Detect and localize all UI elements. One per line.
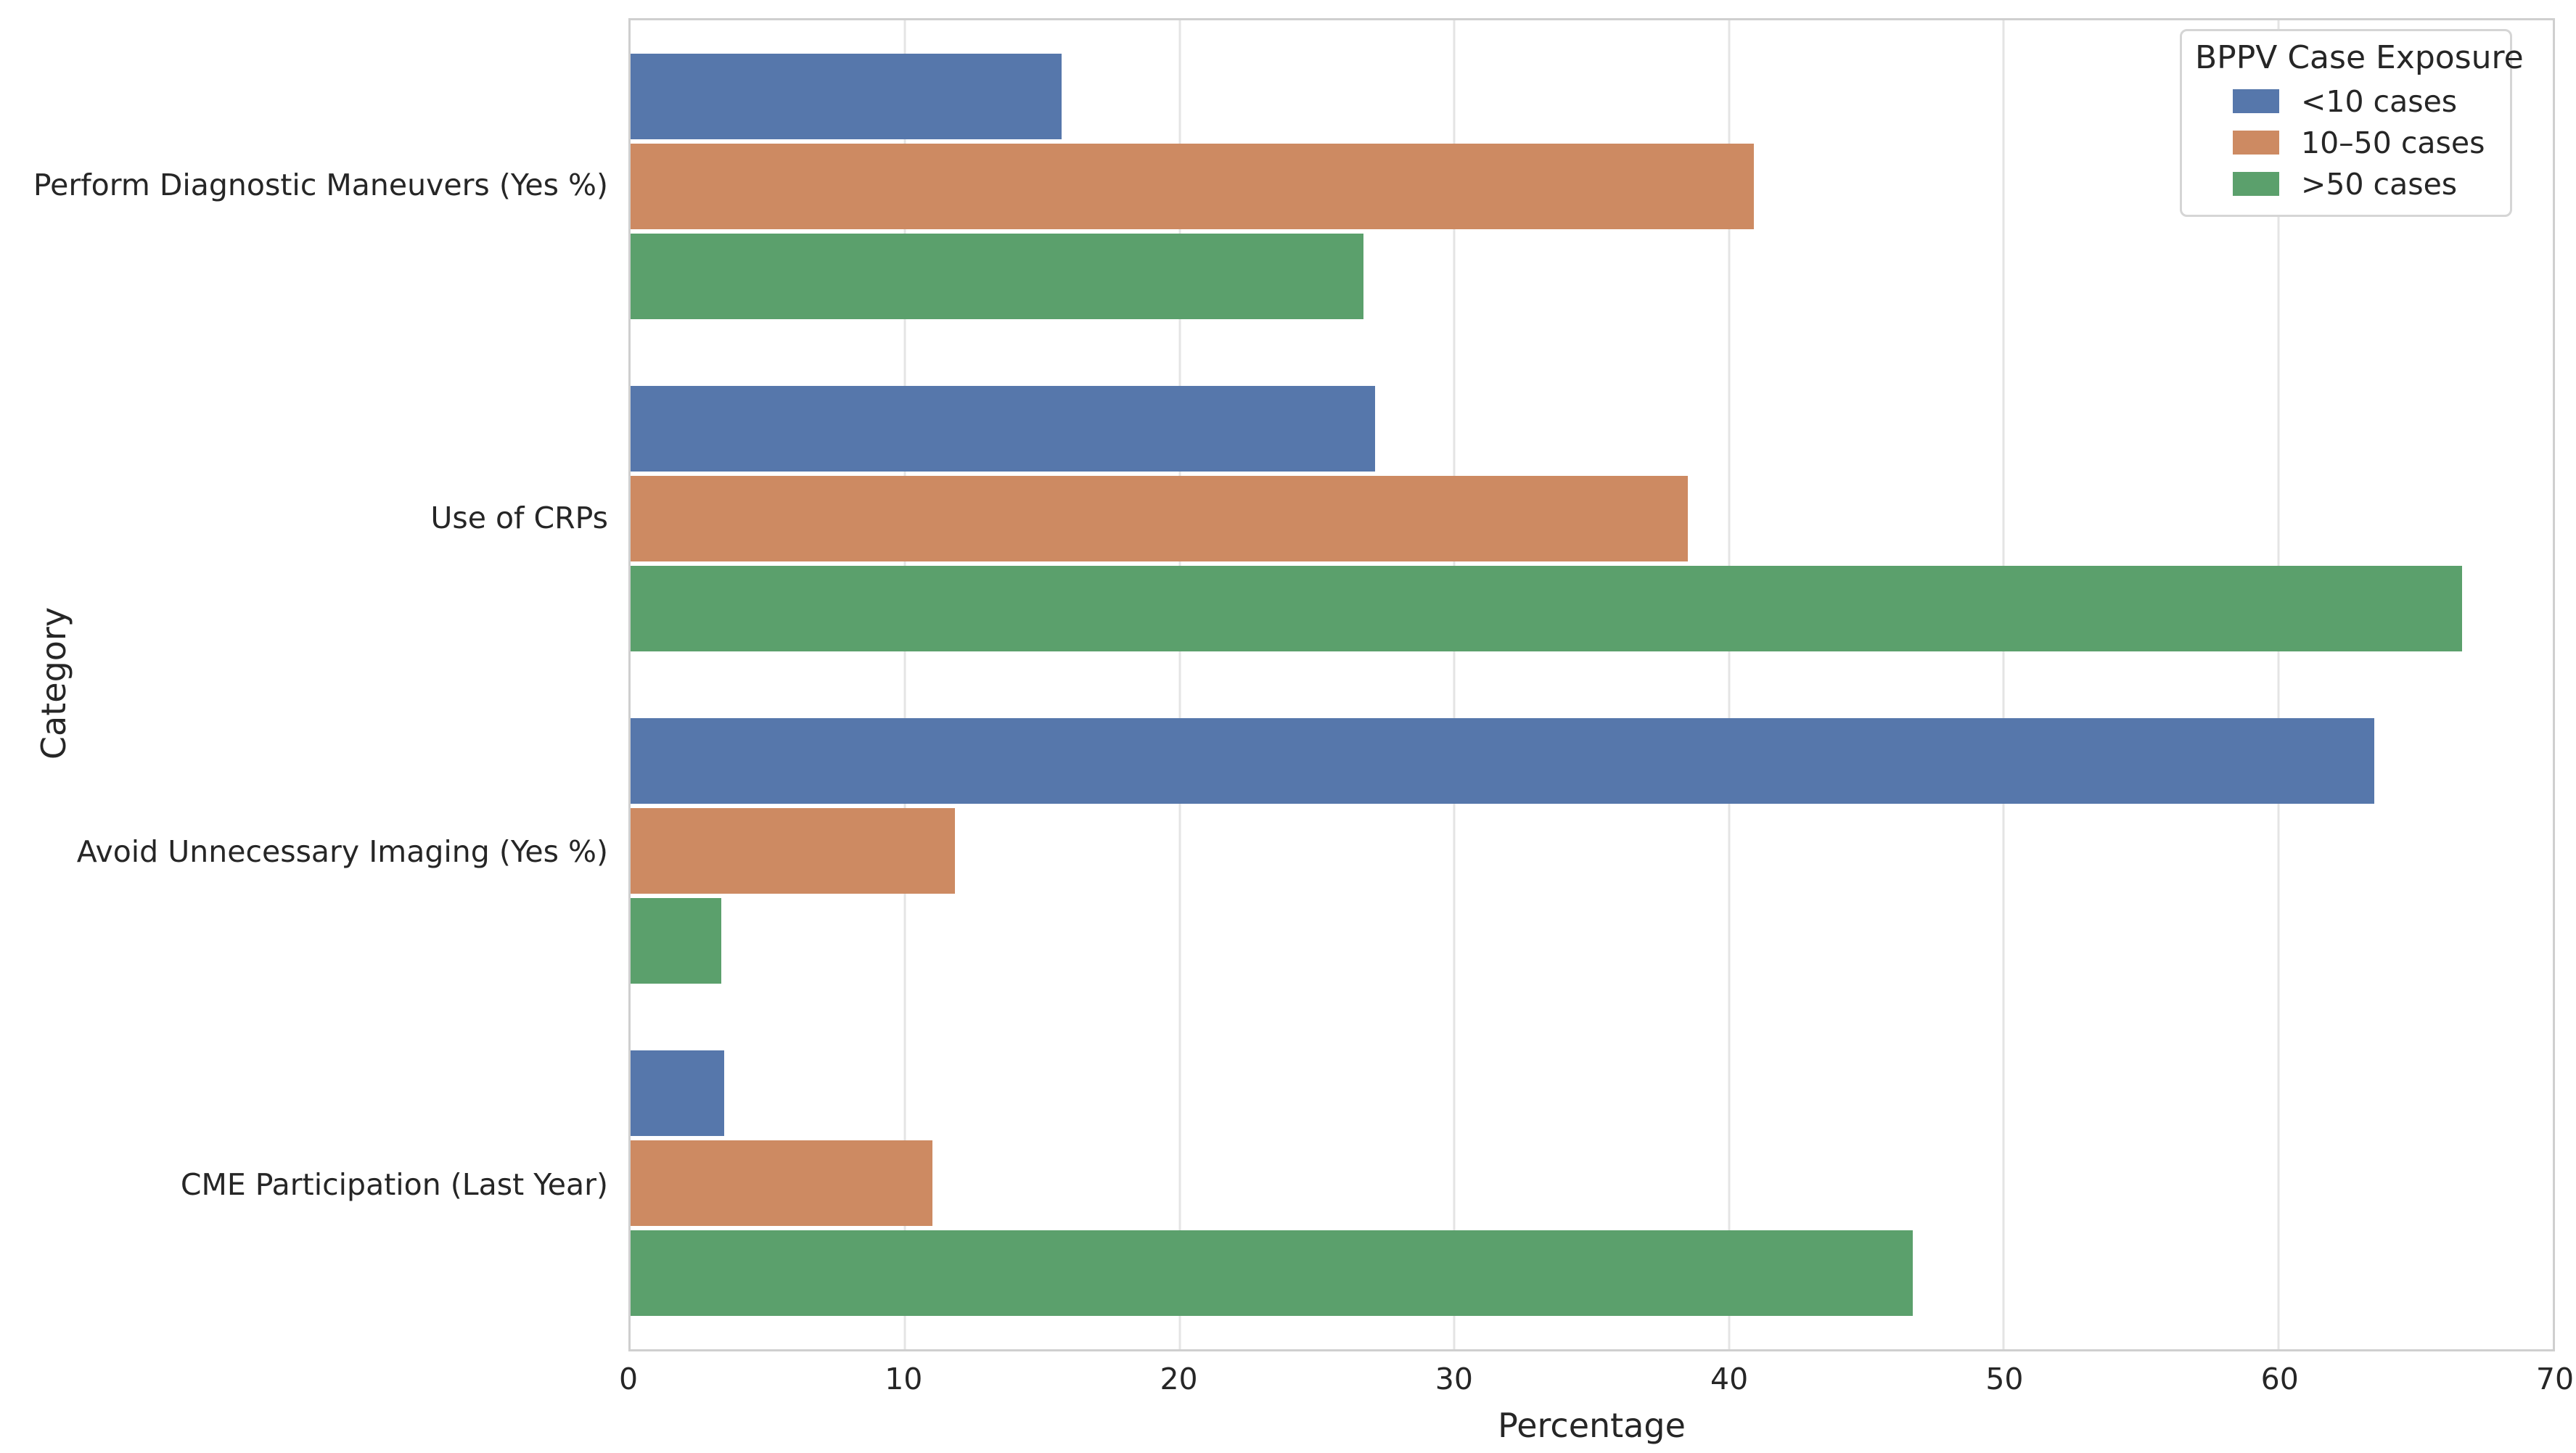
plot-area [628, 18, 2555, 1351]
legend-entry: >50 cases [2195, 163, 2497, 205]
bar [631, 808, 955, 894]
gridline [1178, 20, 1181, 1349]
x-tick-label: 20 [1160, 1362, 1198, 1396]
gridline [2277, 20, 2280, 1349]
xtick-row: 0 10 20 30 40 50 60 70 [619, 1356, 2574, 1414]
x-tick-label: 70 [2535, 1362, 2575, 1396]
gridlines-layer [631, 20, 2553, 1349]
bar [631, 718, 2375, 804]
bar [631, 1230, 1913, 1316]
legend-label: <10 cases [2301, 83, 2458, 119]
bar [631, 476, 1688, 561]
x-tick-label: 30 [1435, 1362, 1473, 1396]
legend-label: >50 cases [2301, 166, 2458, 202]
x-tick-label: 0 [618, 1362, 639, 1396]
bar [631, 234, 1364, 319]
bar [631, 144, 1754, 229]
bar [631, 54, 1062, 139]
x-tick-label: 40 [1710, 1362, 1749, 1396]
legend-entry: 10–50 cases [2195, 122, 2497, 163]
bar [631, 898, 721, 984]
gridline [1453, 20, 1456, 1349]
ytick-labels: Perform Diagnostic Maneuvers (Yes %) Use … [0, 18, 608, 1351]
legend-title: BPPV Case Exposure [2195, 39, 2524, 76]
legend-swatch [2233, 131, 2279, 155]
gridline [1728, 20, 1731, 1349]
legend: BPPV Case Exposure <10 cases 10–50 cases >… [2180, 29, 2524, 217]
gridline [2002, 20, 2005, 1349]
y-tick-label: Use of CRPs [430, 501, 608, 536]
y-tick-label: CME Participation (Last Year) [180, 1167, 608, 1203]
bar-group [631, 685, 2553, 1017]
x-axis-title: Percentage [1498, 1406, 1686, 1445]
bar-group [631, 353, 2553, 685]
legend-label: 10–50 cases [2301, 125, 2485, 160]
bar [631, 386, 1375, 472]
bar [631, 1140, 933, 1226]
bar [631, 1050, 724, 1136]
x-tick-label: 60 [2260, 1362, 2299, 1396]
bar-group [631, 1017, 2553, 1349]
legend-entry: <10 cases [2195, 81, 2497, 122]
legend-swatch [2233, 172, 2279, 196]
x-tick-label: 50 [1985, 1362, 2024, 1396]
y-tick-label: Perform Diagnostic Maneuvers (Yes %) [33, 167, 608, 202]
legend-swatch [2233, 89, 2279, 113]
bar-group [631, 20, 2553, 353]
legend-entries: <10 cases 10–50 cases >50 cases [2195, 81, 2497, 205]
bars-layer [631, 20, 2553, 1349]
y-tick-label: Avoid Unnecessary Imaging (Yes %) [76, 833, 608, 869]
gridline [903, 20, 906, 1349]
bar [631, 566, 2463, 651]
x-tick-label: 10 [885, 1362, 923, 1396]
